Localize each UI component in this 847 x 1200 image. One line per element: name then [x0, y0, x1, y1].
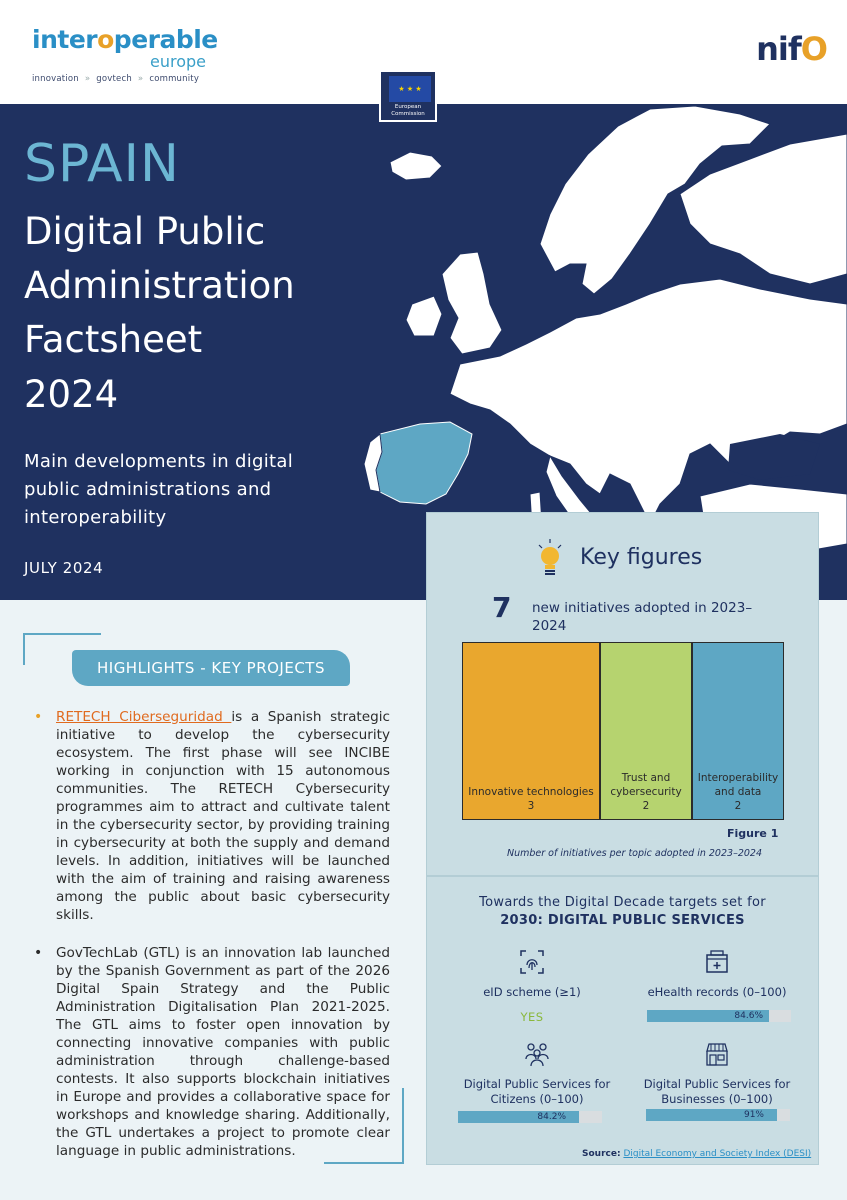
citizens-label-1: Digital Public Services for	[463, 1077, 611, 1091]
figure-caption: Number of initiatives per topic adopted …	[507, 848, 762, 859]
eid-value: YES	[520, 1010, 544, 1024]
eu-flag-icon: ★ ★ ★	[389, 76, 431, 102]
bullet-dot-icon: •	[34, 709, 43, 725]
highlights-frame-top	[23, 633, 101, 665]
publication-date: JULY 2024	[24, 559, 104, 577]
interoperable-europe-logo: interoperable europe innovation» govtech»…	[32, 25, 218, 85]
govtechlab-text: GovTechLab (GTL) is an innovation lab la…	[56, 945, 390, 1159]
key-figures-title: Key figures	[580, 545, 703, 570]
logo-word-b: o	[97, 25, 114, 54]
hero-banner: SPAIN Digital Public Administration Fact…	[0, 104, 847, 600]
indicator-ehealth: eHealth records (0–100)	[642, 949, 792, 1000]
people-icon	[525, 1043, 549, 1067]
treemap-value: 3	[527, 800, 535, 812]
title-line-1: Digital Public	[24, 210, 266, 253]
businesses-value: 91%	[743, 1110, 764, 1120]
nifo-o: O	[800, 30, 828, 68]
citizens-label: Digital Public Services for Citizens (0–1…	[452, 1077, 622, 1107]
indicator-businesses: Digital Public Services for Businesses (0…	[632, 1041, 802, 1107]
tag-community: community	[149, 74, 200, 84]
figure-label: Figure 1	[727, 827, 779, 840]
ec-line-1: European	[394, 104, 422, 110]
desi-link[interactable]: Digital Economy and Society Index (DESI)	[623, 1149, 812, 1159]
tag-govtech: govtech	[96, 74, 132, 84]
europe-map	[363, 105, 847, 575]
nifo-f: f	[787, 30, 802, 68]
retech-text: is a Spanish strategic initiative to dev…	[56, 709, 390, 923]
highlights-banner: HIGHLIGHTS - KEY PROJECTS	[72, 650, 350, 686]
businesses-bar-fill	[646, 1109, 778, 1121]
retech-link[interactable]: RETECH Ciberseguridad	[56, 709, 232, 725]
initiatives-treemap: Innovative technologies 3 Trust and cybers…	[462, 642, 784, 820]
highlight-item-retech: • RETECH Ciberseguridad is a Spanish str…	[32, 708, 390, 924]
ehealth-label: eHealth records (0–100)	[647, 985, 787, 999]
indicator-eid: eID scheme (≥1) YES	[457, 949, 607, 1024]
tag-innovation: innovation	[32, 74, 79, 84]
source-note: Source: Digital Economy and Society Inde…	[582, 1149, 811, 1159]
treemap-cell: Innovative technologies 3	[462, 642, 600, 820]
title-line-2: Administration	[24, 264, 295, 307]
logo-sub: europe	[150, 52, 206, 71]
bullet-dot-icon: •	[34, 945, 43, 961]
source-prefix: Source:	[582, 1149, 621, 1159]
citizens-bar-fill	[458, 1111, 580, 1123]
highlight-item-govtechlab: • GovTechLab (GTL) is an innovation lab …	[32, 944, 390, 1160]
treemap-category: Innovative technologies	[468, 786, 594, 798]
digital-decade-title: Towards the Digital Decade targets set f…	[447, 894, 798, 930]
businesses-label: Digital Public Services for Businesses (0…	[632, 1077, 802, 1107]
nifo-n: n	[756, 30, 779, 68]
hero-subtitle: Main developments in digital public admi…	[24, 451, 294, 528]
treemap-cell-label: Interoperability and data 2	[693, 771, 783, 813]
european-commission-logo: ★ ★ ★ European Commission	[379, 70, 437, 122]
businesses-label-1: Digital Public Services for	[643, 1077, 791, 1091]
citizens-bar: 84.2%	[458, 1111, 602, 1123]
eid-label: eID scheme (≥1)	[483, 985, 581, 999]
treemap-cell: Interoperability and data 2	[692, 642, 784, 820]
logo-word-c: perable	[113, 25, 218, 54]
treemap-value: 2	[734, 800, 742, 812]
initiatives-count-text: new initiatives adopted in 2023–2024	[532, 600, 753, 634]
highlights-list: • RETECH Ciberseguridad is a Spanish str…	[32, 708, 390, 1180]
treemap-category: Interoperability and data	[697, 772, 779, 798]
nifo-i: i	[777, 30, 789, 68]
businesses-label-2: Businesses (0–100)	[661, 1092, 773, 1106]
treemap-cell-label: Trust and cybersecurity 2	[601, 771, 691, 813]
shop-icon	[706, 1043, 728, 1066]
health-record-icon	[706, 950, 728, 973]
panel-divider	[427, 875, 818, 877]
title-line-3: Factsheet	[24, 318, 203, 361]
country-name: SPAIN	[24, 134, 180, 194]
treemap-category: Trust and cybersecurity	[610, 772, 682, 798]
title-line-4: 2024	[24, 373, 119, 416]
lightbulb-icon	[538, 539, 562, 575]
ehealth-bar-fill	[647, 1010, 769, 1022]
fingerprint-icon	[520, 950, 544, 974]
treemap-value: 2	[642, 800, 650, 812]
treemap-cell: Trust and cybersecurity 2	[600, 642, 692, 820]
highlights-frame-bottom	[324, 1088, 404, 1164]
dd-title-line-2: 2030: DIGITAL PUBLIC SERVICES	[500, 913, 745, 928]
ehealth-bar: 84.6%	[647, 1010, 791, 1022]
businesses-bar: 91%	[646, 1109, 790, 1121]
logo-word-a: inter	[32, 25, 98, 54]
dd-title-line-1: Towards the Digital Decade targets set f…	[479, 895, 766, 910]
ehealth-value: 84.6%	[734, 1011, 763, 1021]
treemap-cell-label: Innovative technologies 3	[463, 785, 599, 813]
citizens-value: 84.2%	[537, 1112, 566, 1122]
ec-line-2: Commission	[391, 111, 425, 117]
logo-tagline: innovation» govtech» community	[32, 74, 200, 84]
key-figures-panel: Key figures 7 new initiatives adopted in…	[426, 512, 819, 1165]
indicator-citizens: Digital Public Services for Citizens (0–1…	[452, 1041, 622, 1107]
initiatives-count: 7	[492, 591, 512, 624]
citizens-label-2: Citizens (0–100)	[490, 1092, 584, 1106]
nifo-logo: nifO	[756, 30, 828, 68]
